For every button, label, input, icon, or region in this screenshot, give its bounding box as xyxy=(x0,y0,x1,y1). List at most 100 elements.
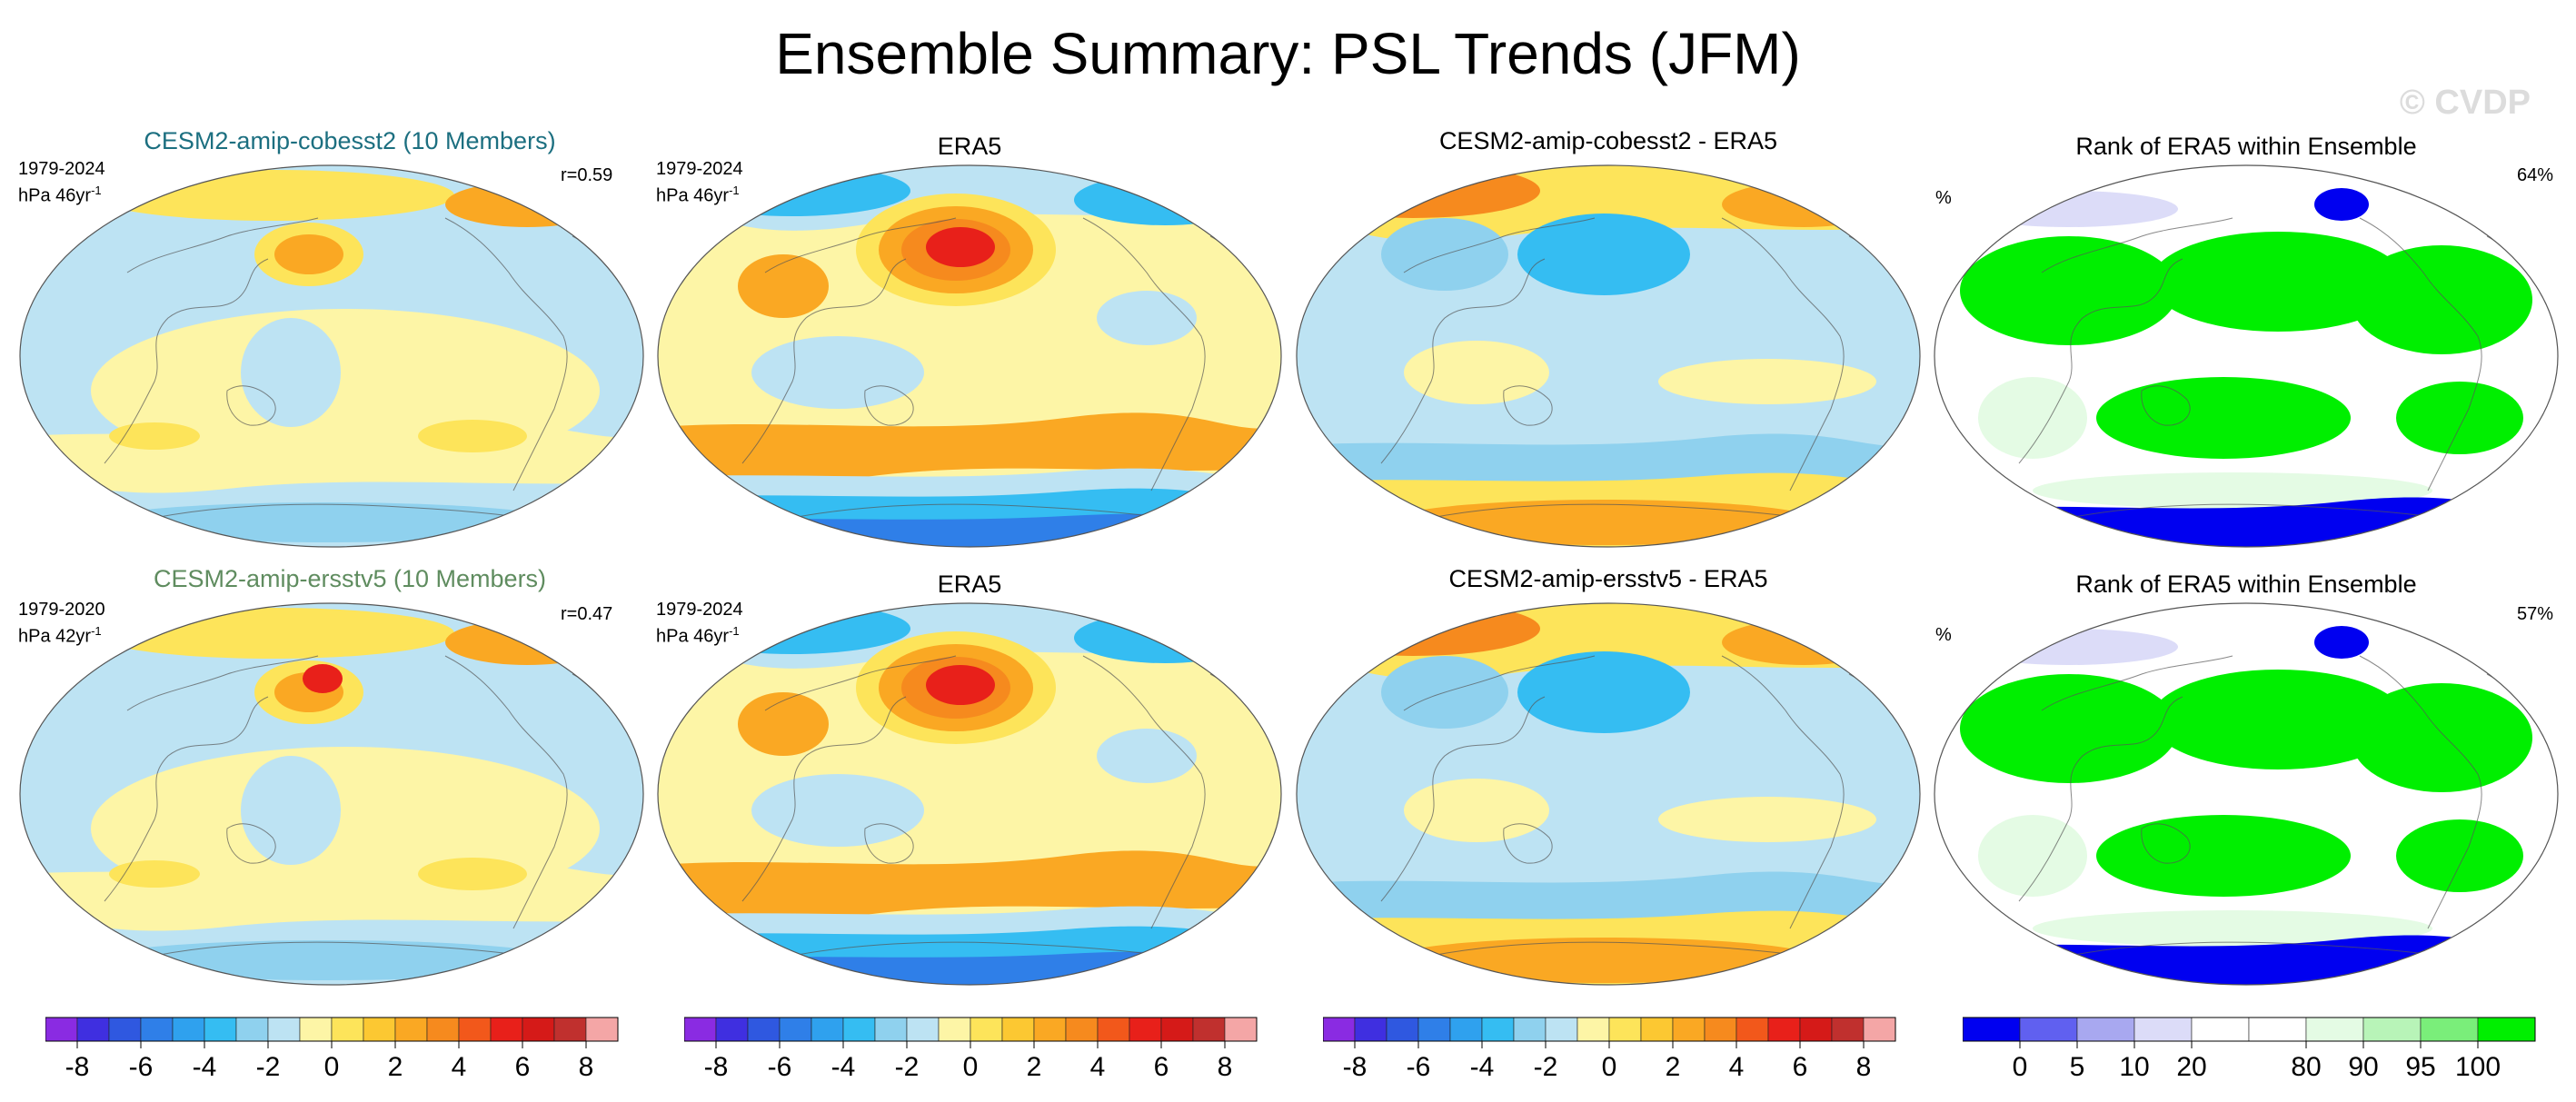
map-svg xyxy=(1934,602,2559,986)
coastline xyxy=(864,823,914,864)
coastline xyxy=(2359,655,2482,929)
coastline xyxy=(864,385,914,426)
rank-mid-region xyxy=(1978,815,2087,897)
negative-region xyxy=(91,940,563,980)
colorbar-svg: -8 -6 -4 -2 0 2 4 6 8 xyxy=(1323,1017,1896,1082)
colorbar-tick-label: -8 xyxy=(1343,1052,1368,1082)
coastline xyxy=(2041,655,2233,711)
period-text: 1979-2024 xyxy=(656,600,743,620)
coastline xyxy=(444,655,568,929)
coastline xyxy=(444,217,568,491)
positive-peak xyxy=(926,665,995,705)
rank-panel-title: Rank of ERA5 within Ensemble xyxy=(2075,133,2417,160)
coastline xyxy=(2018,258,2183,464)
model-panel-title: CESM2-amip-cobesst2 (10 Members) xyxy=(144,127,556,154)
map-rank xyxy=(1933,601,2560,988)
colorbar-tick-label: 20 xyxy=(2176,1052,2206,1082)
cvdp-watermark: © CVDP xyxy=(2399,84,2531,122)
colorbar-swatch xyxy=(1417,1017,1451,1042)
colorbar-swatch xyxy=(140,1017,174,1042)
rank-high-region xyxy=(1960,236,2178,345)
rank-high-region xyxy=(2096,377,2351,459)
colorbar-tick-label: 8 xyxy=(1218,1052,1233,1082)
rank-high-region xyxy=(2151,232,2405,332)
positive-region xyxy=(109,860,200,888)
rank-colorbar: 0 5 10 20 80 90 95 100 xyxy=(1963,1016,2562,1088)
colorbar-tick-label: 6 xyxy=(515,1052,531,1082)
coastline xyxy=(2041,217,2233,273)
colorbar-swatch xyxy=(522,1017,555,1042)
units-label: hPa 42yr-1 xyxy=(18,624,102,647)
map-border xyxy=(19,602,644,986)
colorbar-swatch xyxy=(779,1017,812,1042)
colorbar-tick-label: 4 xyxy=(1090,1052,1106,1082)
positive-region xyxy=(1658,359,1876,404)
map-field xyxy=(658,603,1281,985)
coastline xyxy=(2141,823,2191,864)
coastline xyxy=(1403,217,1596,273)
negative-region xyxy=(241,756,341,865)
rank-high-region xyxy=(2151,670,2405,769)
positive-band xyxy=(658,412,1281,482)
positive-region xyxy=(418,420,527,452)
colorbar-tick-label: -8 xyxy=(65,1052,90,1082)
map-field xyxy=(1934,603,2558,985)
period-text: 1979-2024 xyxy=(656,159,743,179)
map-border xyxy=(1934,164,2559,548)
diff-panel-title: CESM2-amip-ersstv5 - ERA5 xyxy=(1448,565,1768,592)
colorbar-swatch xyxy=(1224,1017,1258,1042)
coastline xyxy=(2018,696,2183,902)
positive-peak xyxy=(1313,170,1422,203)
colorbar-swatch xyxy=(553,1017,587,1042)
colorbar-swatch xyxy=(1513,1017,1547,1042)
colorbar-swatch xyxy=(585,1017,619,1042)
colorbar-swatch xyxy=(2477,1017,2536,1042)
coastline xyxy=(2141,385,2191,426)
colorbar-swatch xyxy=(1736,1017,1769,1042)
positive-region xyxy=(1404,341,1549,404)
colorbar-swatch xyxy=(267,1017,301,1042)
colorbar-tick-label: 6 xyxy=(1154,1052,1169,1082)
colorbar-swatch xyxy=(1097,1017,1130,1042)
colorbar-swatch xyxy=(906,1017,940,1042)
units-label: hPa 46yr-1 xyxy=(656,624,740,647)
colorbar-swatch xyxy=(1129,1017,1162,1042)
colorbar-tick-label: 6 xyxy=(1793,1052,1808,1082)
negative-region xyxy=(674,165,910,216)
colorbar-tick-label: 0 xyxy=(324,1052,340,1082)
colorbar-swatch xyxy=(1481,1017,1515,1042)
colorbar-tick-label: 100 xyxy=(2455,1052,2501,1082)
colorbar-swatch xyxy=(426,1017,460,1042)
colorbar-tick-label: -4 xyxy=(831,1052,856,1082)
coastline xyxy=(764,217,957,273)
colorbar-swatch xyxy=(1672,1017,1706,1042)
map-field xyxy=(1934,165,2558,547)
colorbar-tick-label: 2 xyxy=(388,1052,403,1082)
negative-region xyxy=(241,318,341,427)
map-svg xyxy=(1934,164,2559,548)
colorbar-swatch xyxy=(1065,1017,1099,1042)
obs-panel-title: ERA5 xyxy=(937,571,1002,598)
colorbar-svg: -8 -6 -4 -2 0 2 4 6 8 xyxy=(45,1017,619,1082)
colorbar-swatch xyxy=(2133,1017,2193,1042)
colorbar-swatch xyxy=(938,1017,971,1042)
negative-region xyxy=(751,774,924,847)
negative-region xyxy=(1517,651,1690,733)
colorbar-swatch xyxy=(235,1017,269,1042)
map-border xyxy=(19,164,644,548)
colorbar-swatch xyxy=(45,1017,78,1042)
trend-colorbar: -8 -6 -4 -2 0 2 4 6 8 xyxy=(684,1016,1284,1088)
negative-region xyxy=(1097,291,1197,345)
colorbar-swatch xyxy=(842,1017,876,1042)
map-border xyxy=(657,164,1282,548)
colorbar-swatch xyxy=(204,1017,237,1042)
positive-region xyxy=(738,254,829,318)
rank-low-region xyxy=(2314,626,2369,659)
colorbar-tick-label: 80 xyxy=(2291,1052,2321,1082)
coastline xyxy=(1380,696,1546,902)
colorbar-swatch xyxy=(1033,1017,1067,1042)
map-border xyxy=(657,602,1282,986)
rank-low-region xyxy=(2314,188,2369,221)
colorbar-tick-label: 5 xyxy=(2070,1052,2085,1082)
positive-region xyxy=(91,170,454,221)
